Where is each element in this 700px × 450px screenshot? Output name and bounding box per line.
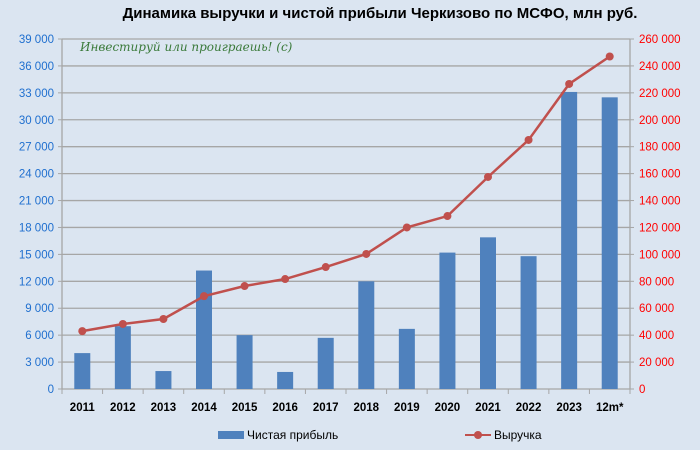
revenue-point — [524, 135, 533, 144]
revenue-point — [159, 315, 168, 323]
x-axis-label: 2012 — [110, 402, 136, 414]
right-axis-tick: 240 000 — [639, 61, 681, 73]
right-axis-tick: 0 — [639, 384, 645, 396]
watermark-text: Инвестируй или проиграешь! (с) — [80, 40, 293, 54]
left-axis-tick: 3 000 — [25, 357, 54, 369]
bar-swatch-icon — [218, 431, 244, 439]
x-axis-label: 2013 — [151, 402, 177, 414]
revenue-point — [565, 79, 574, 88]
bar-net-profit — [358, 281, 375, 389]
left-axis-tick: 6 000 — [25, 330, 54, 342]
left-axis-tick: 36 000 — [19, 61, 54, 73]
chart-title: Динамика выручки и чистой прибыли Черкиз… — [122, 5, 638, 22]
bar-net-profit — [480, 237, 496, 389]
revenue-point — [78, 327, 87, 336]
left-axis-tick: 18 000 — [19, 222, 54, 234]
revenue-point — [605, 52, 614, 61]
left-axis-tick: 27 000 — [19, 142, 54, 154]
revenue-point — [200, 292, 208, 301]
left-axis-tick: 9 000 — [25, 303, 54, 315]
bar-net-profit — [74, 353, 91, 389]
x-axis-label: 12m* — [596, 402, 624, 414]
legend-label: Выручка — [494, 428, 542, 442]
revenue-line — [82, 55, 611, 333]
left-axis-tick: 12 000 — [19, 276, 54, 288]
bar-net-profit — [155, 371, 172, 389]
right-axis-tick: 220 000 — [639, 88, 681, 100]
bar-net-profit — [236, 335, 253, 389]
line-marker-icon — [465, 431, 491, 439]
bar-net-profit — [439, 252, 456, 389]
bar-net-profit — [317, 337, 334, 389]
revenue-point — [240, 282, 249, 291]
right-axis-tick: 20 000 — [639, 357, 674, 369]
bar-net-profit — [277, 371, 294, 389]
x-axis-label: 2019 — [394, 402, 420, 414]
x-axis-label: 2016 — [272, 402, 298, 414]
x-axis-label: 2014 — [191, 402, 217, 414]
left-axis-tick: 21 000 — [19, 196, 54, 208]
legend: Чистая прибыль Выручка — [0, 428, 700, 444]
bar-net-profit — [398, 328, 415, 389]
revenue-point — [443, 212, 452, 221]
right-axis-tick: 40 000 — [639, 330, 674, 342]
right-axis-tick: 80 000 — [639, 276, 674, 288]
right-axis-tick: 120 000 — [639, 222, 681, 234]
legend-item-revenue: Выручка — [465, 428, 542, 442]
right-axis-tick: 100 000 — [639, 249, 681, 261]
left-axis-tick: 30 000 — [19, 115, 54, 127]
bar-net-profit — [601, 97, 618, 389]
x-axis-label: 2020 — [435, 402, 461, 414]
revenue-point — [484, 172, 492, 181]
x-axis-label: 2021 — [475, 402, 501, 414]
revenue-point — [281, 275, 290, 284]
x-axis-label: 2022 — [516, 402, 542, 414]
left-axis-tick: 15 000 — [19, 249, 54, 261]
left-axis-tick: 33 000 — [19, 88, 54, 100]
revenue-point — [402, 223, 411, 232]
left-axis-tick: 24 000 — [19, 169, 54, 181]
x-axis-label: 2018 — [353, 402, 379, 414]
revenue-point — [321, 263, 330, 272]
right-axis-tick: 180 000 — [639, 142, 681, 154]
x-axis-label: 2011 — [70, 402, 96, 414]
x-axis-label: 2023 — [556, 402, 582, 414]
bar-net-profit — [520, 256, 537, 389]
right-axis-tick: 160 000 — [639, 169, 681, 181]
right-axis-tick: 60 000 — [639, 303, 674, 315]
left-axis-tick: 0 — [48, 384, 54, 396]
bar-net-profit — [114, 326, 131, 389]
left-axis-tick: 39 000 — [19, 34, 54, 46]
revenue-point — [118, 319, 127, 328]
bar-net-profit — [196, 270, 212, 389]
right-axis-tick: 260 000 — [639, 34, 681, 46]
right-axis-tick: 200 000 — [639, 115, 681, 127]
x-axis-label: 2015 — [232, 402, 258, 414]
legend-label: Чистая прибыль — [247, 428, 339, 442]
right-axis-tick: 140 000 — [639, 196, 681, 208]
legend-item-net-profit: Чистая прибыль — [218, 428, 338, 442]
x-axis-label: 2017 — [313, 402, 339, 414]
bar-net-profit — [561, 91, 578, 389]
revenue-point — [362, 249, 371, 258]
